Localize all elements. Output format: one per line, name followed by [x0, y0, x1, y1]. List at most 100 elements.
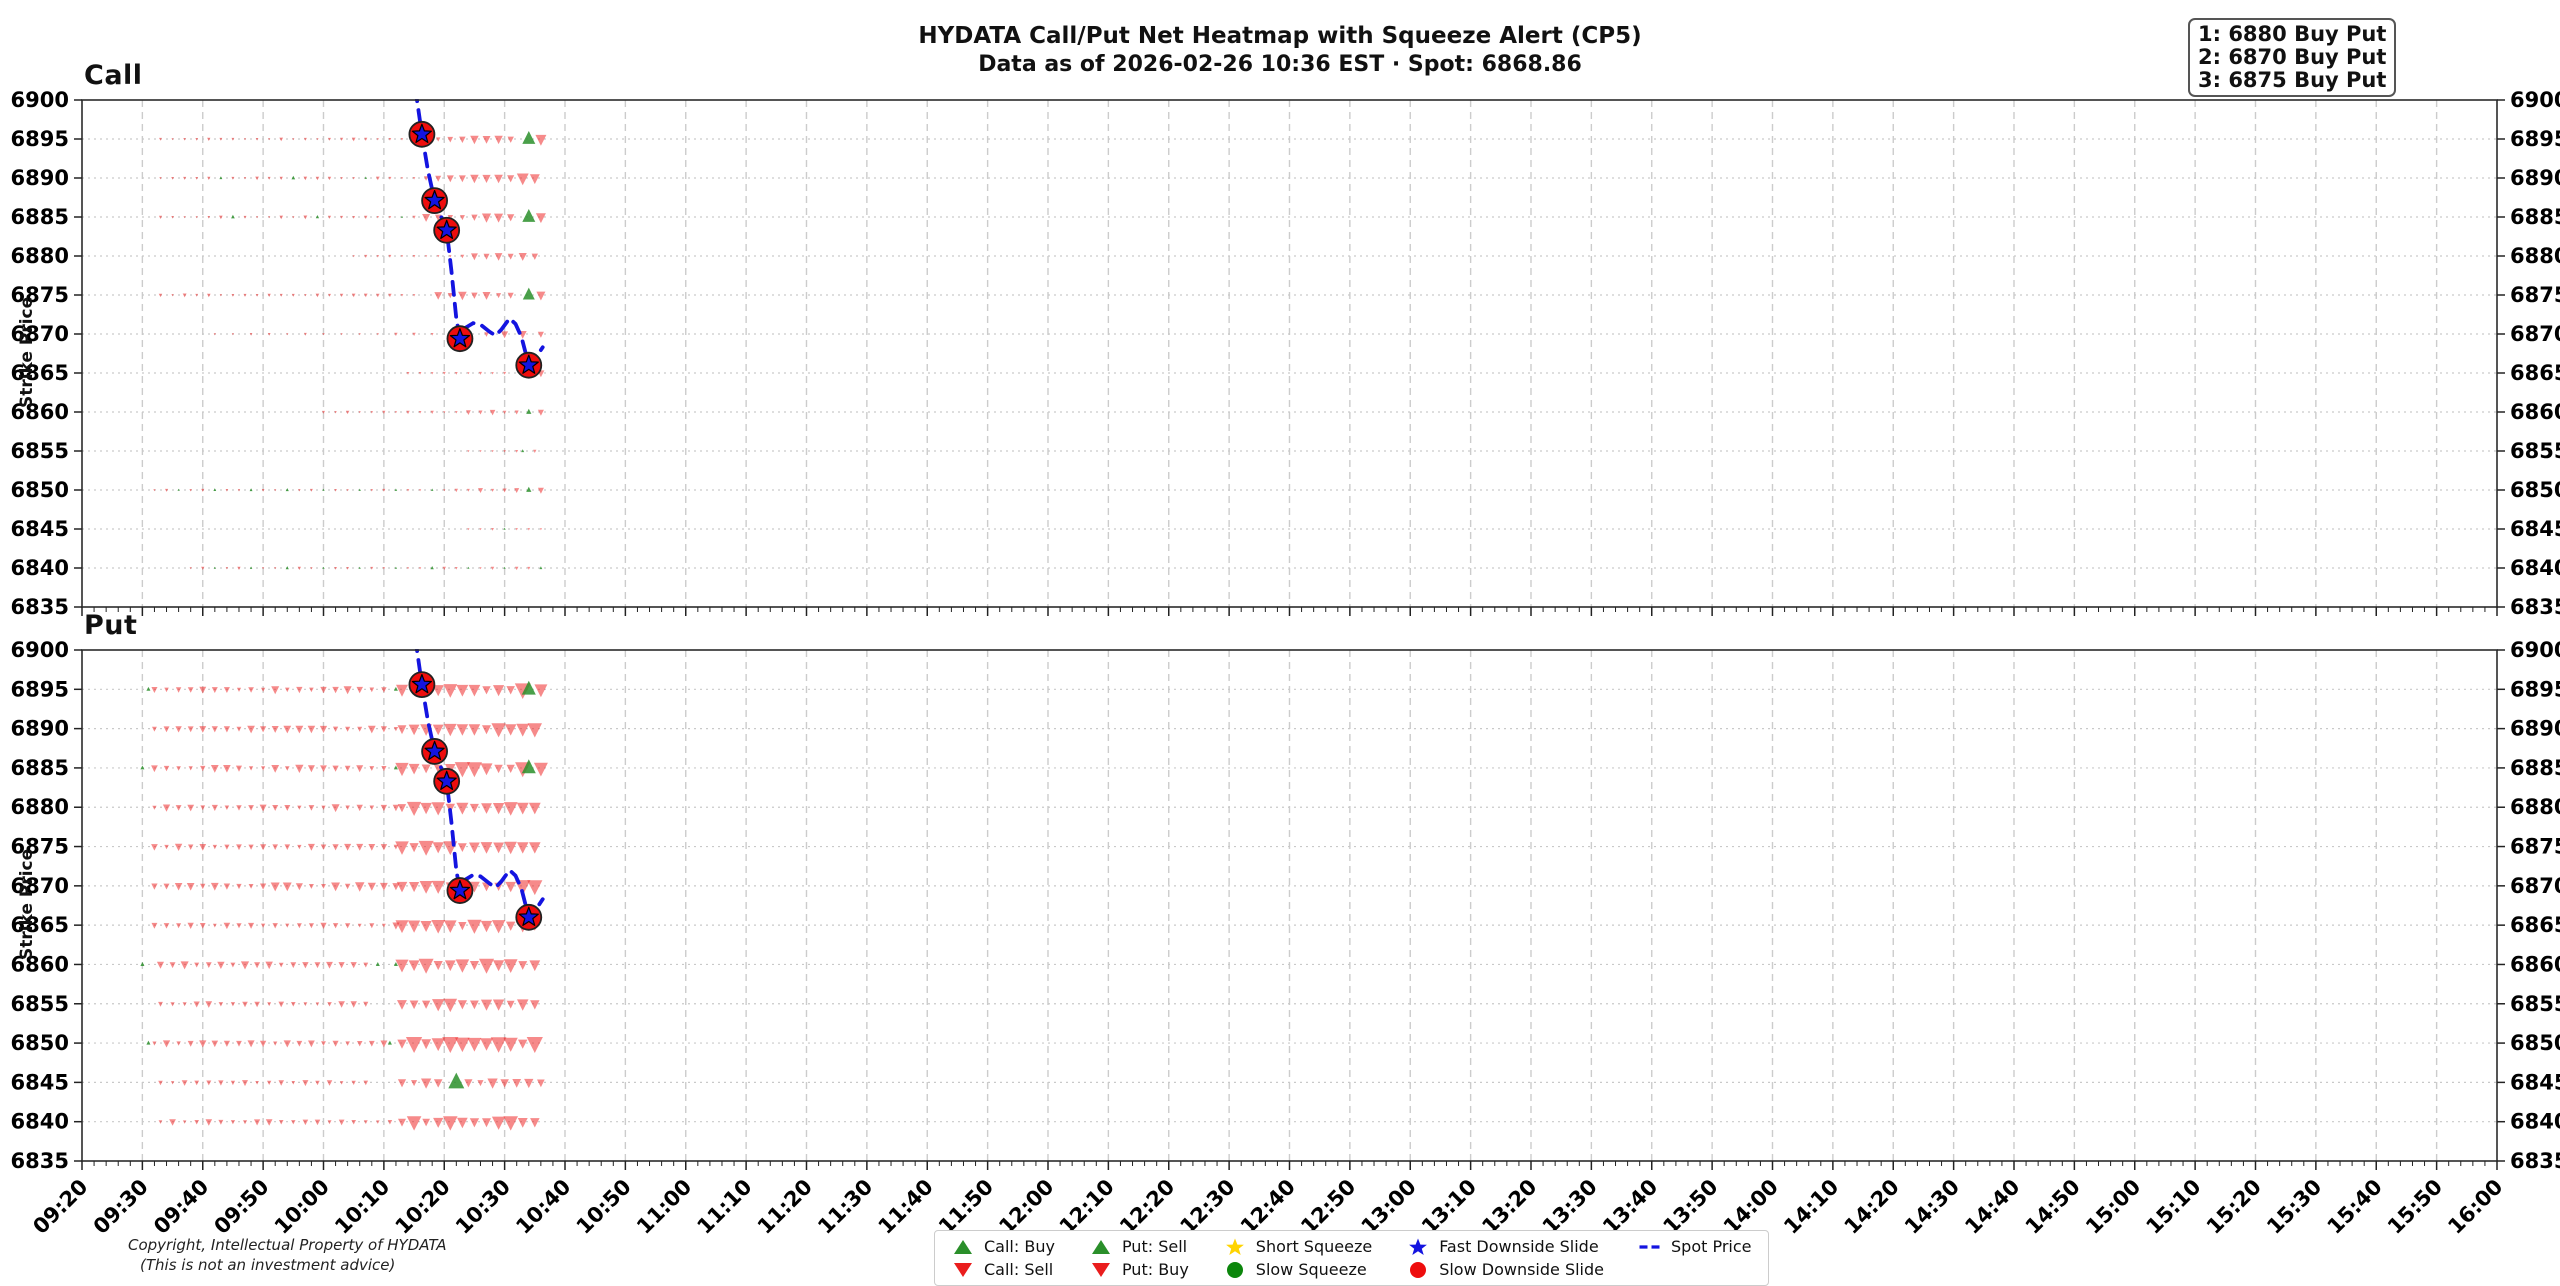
- svg-text:6875: 6875: [11, 835, 69, 859]
- put-panel-grid: [82, 650, 2497, 1161]
- svg-text:6835: 6835: [2510, 595, 2560, 619]
- svg-text:6865: 6865: [11, 913, 69, 937]
- legend-item-spot-price: Spot Price: [1638, 1236, 1752, 1257]
- chart-subtitle: Data as of 2026-02-26 10:36 EST · Spot: …: [978, 51, 1582, 77]
- chart-title: HYDATA Call/Put Net Heatmap with Squeeze…: [918, 23, 1642, 49]
- put-panel-title: Put: [84, 610, 138, 641]
- svg-text:6840: 6840: [11, 1110, 69, 1134]
- svg-text:6885: 6885: [2510, 205, 2560, 229]
- svg-text:6850: 6850: [11, 478, 69, 502]
- legend-col-call: Call: Buy Call: Sell: [951, 1236, 1055, 1280]
- svg-text:15:00: 15:00: [2081, 1175, 2145, 1239]
- legend-col-spot: Spot Price: [1638, 1236, 1752, 1257]
- svg-text:6890: 6890: [11, 166, 69, 190]
- svg-text:09:20: 09:20: [28, 1175, 92, 1239]
- alert-line-3: 3: 6875 Buy Put: [2198, 68, 2387, 93]
- triangle-down-icon: [954, 1262, 972, 1277]
- svg-text:6835: 6835: [2510, 1149, 2560, 1173]
- svg-text:6835: 6835: [11, 1149, 69, 1173]
- legend-col-squeeze: Short Squeeze Slow Squeeze: [1223, 1236, 1372, 1280]
- legend-item-short-squeeze: Short Squeeze: [1223, 1236, 1372, 1257]
- svg-text:6870: 6870: [2510, 322, 2560, 346]
- triangle-up-icon: [954, 1239, 972, 1254]
- svg-text:6855: 6855: [2510, 992, 2560, 1016]
- squeeze-alerts-box: 1: 6880 Buy Put 2: 6870 Buy Put 3: 6875 …: [2188, 18, 2397, 98]
- svg-text:6900: 6900: [11, 88, 69, 112]
- call-panel-marks: [153, 131, 547, 571]
- svg-text:6850: 6850: [2510, 1031, 2560, 1055]
- svg-text:09:50: 09:50: [209, 1175, 273, 1239]
- svg-text:11:00: 11:00: [632, 1175, 696, 1239]
- svg-text:14:50: 14:50: [2021, 1175, 2085, 1239]
- svg-text:6865: 6865: [11, 361, 69, 385]
- svg-text:6895: 6895: [2510, 127, 2560, 151]
- svg-text:10:30: 10:30: [451, 1175, 515, 1239]
- svg-text:6835: 6835: [11, 595, 69, 619]
- svg-text:6845: 6845: [11, 1070, 69, 1094]
- svg-text:6900: 6900: [2510, 638, 2560, 662]
- svg-text:6890: 6890: [2510, 717, 2560, 741]
- legend-col-put: Put: Sell Put: Buy: [1089, 1236, 1189, 1280]
- svg-text:11:10: 11:10: [692, 1175, 756, 1239]
- alert-line-1: 1: 6880 Buy Put: [2198, 22, 2387, 46]
- svg-text:15:50: 15:50: [2383, 1175, 2447, 1239]
- svg-text:6880: 6880: [2510, 244, 2560, 268]
- legend-item-put-buy: Put: Buy: [1089, 1259, 1189, 1280]
- call-panel-grid: [82, 100, 2497, 607]
- call-panel-title: Call: [84, 60, 143, 91]
- svg-text:6880: 6880: [2510, 795, 2560, 819]
- legend-item-fast-downside-slide: Fast Downside Slide: [1406, 1236, 1604, 1257]
- copyright-line-2: (This is not an investment advice): [140, 1255, 396, 1274]
- svg-text:6855: 6855: [2510, 439, 2560, 463]
- svg-text:6870: 6870: [11, 322, 69, 346]
- svg-text:6870: 6870: [11, 874, 69, 898]
- svg-text:16:00: 16:00: [2443, 1175, 2507, 1239]
- svg-text:6900: 6900: [11, 638, 69, 662]
- svg-text:6895: 6895: [11, 677, 69, 701]
- circle-icon: [1410, 1261, 1427, 1278]
- svg-text:6840: 6840: [2510, 556, 2560, 580]
- svg-text:6875: 6875: [11, 283, 69, 307]
- call-y-axis-label: Strike Price: [17, 296, 37, 408]
- svg-text:6860: 6860: [2510, 400, 2560, 424]
- svg-text:15:30: 15:30: [2262, 1175, 2326, 1239]
- svg-text:14:20: 14:20: [1840, 1175, 1904, 1239]
- svg-text:6875: 6875: [2510, 835, 2560, 859]
- svg-text:6860: 6860: [2510, 952, 2560, 976]
- copyright-line-1: Copyright, Intellectual Property of HYDA…: [128, 1236, 447, 1254]
- star-icon: [1225, 1238, 1244, 1255]
- svg-text:11:40: 11:40: [874, 1175, 938, 1239]
- svg-text:10:40: 10:40: [511, 1175, 575, 1239]
- triangle-up-icon: [1091, 1239, 1110, 1254]
- svg-text:10:10: 10:10: [330, 1175, 394, 1239]
- svg-text:10:00: 10:00: [270, 1175, 334, 1239]
- svg-text:6865: 6865: [2510, 361, 2560, 385]
- svg-text:15:40: 15:40: [2323, 1175, 2387, 1239]
- legend-item-call-sell: Call: Sell: [951, 1259, 1055, 1280]
- star-icon: [1409, 1238, 1428, 1255]
- svg-text:6865: 6865: [2510, 913, 2560, 937]
- svg-text:6855: 6855: [11, 992, 69, 1016]
- svg-text:11:30: 11:30: [813, 1175, 877, 1239]
- legend-item-put-sell: Put: Sell: [1089, 1236, 1189, 1257]
- svg-text:15:10: 15:10: [2141, 1175, 2205, 1239]
- put-panel-axes: 6900 6900 6895 6895 6890 6890 6885 6885 6880 6880…: [11, 638, 2560, 1173]
- svg-text:6890: 6890: [11, 717, 69, 741]
- svg-text:6885: 6885: [11, 205, 69, 229]
- svg-text:14:30: 14:30: [1900, 1175, 1964, 1239]
- chart-header: HYDATA Call/Put Net Heatmap with Squeeze…: [0, 22, 2560, 78]
- call-slide-markers: [408, 120, 543, 379]
- circle-icon: [1226, 1261, 1243, 1278]
- dashed-line-icon: [1639, 1244, 1660, 1249]
- triangle-down-icon: [1091, 1262, 1110, 1277]
- svg-text:6840: 6840: [11, 556, 69, 580]
- legend-item-slow-squeeze: Slow Squeeze: [1223, 1259, 1372, 1280]
- svg-text:6840: 6840: [2510, 1110, 2560, 1134]
- svg-text:6845: 6845: [2510, 1070, 2560, 1094]
- svg-text:6880: 6880: [11, 244, 69, 268]
- put-y-axis-label: Strike Price: [17, 848, 37, 960]
- copyright-note: Copyright, Intellectual Property of HYDA…: [128, 1236, 446, 1275]
- svg-text:6895: 6895: [2510, 677, 2560, 701]
